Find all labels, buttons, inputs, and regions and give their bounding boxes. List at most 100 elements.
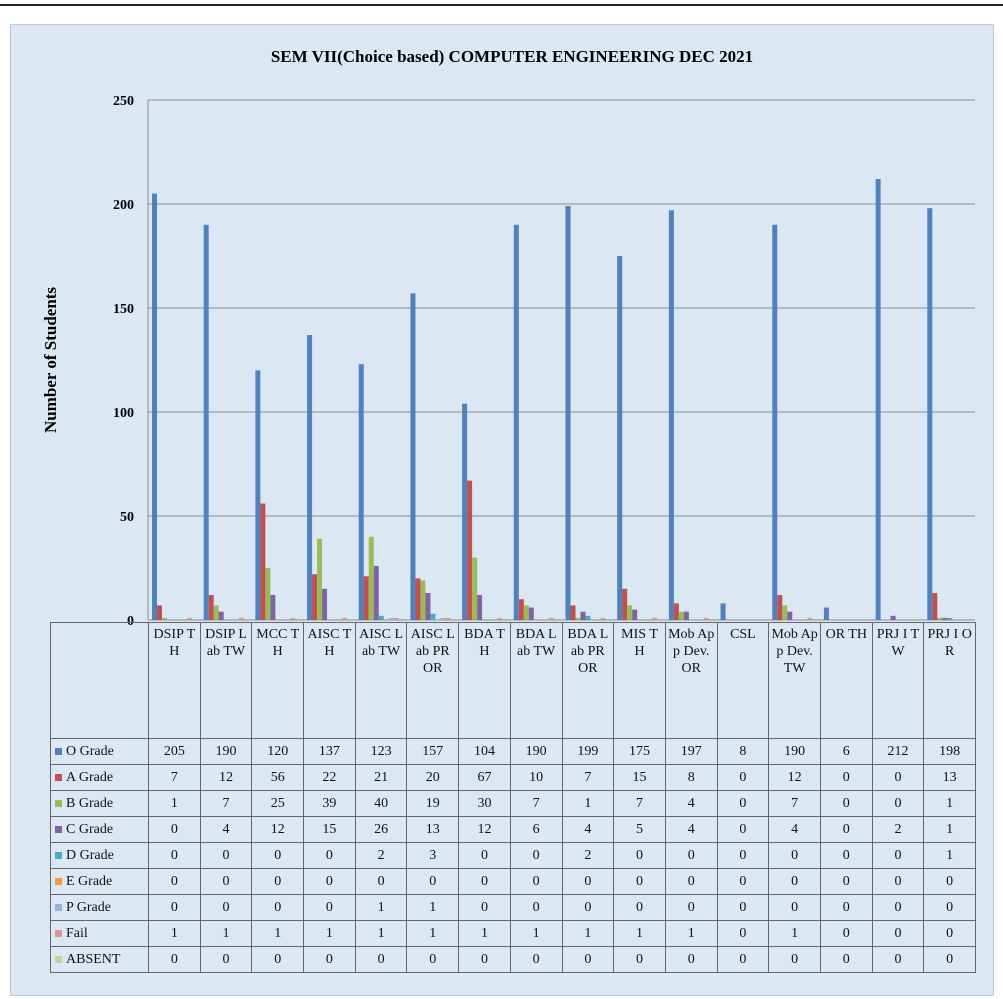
bar xyxy=(462,403,468,620)
table-cell: 0 xyxy=(819,868,873,895)
bar xyxy=(683,611,689,620)
table-cell: 12 xyxy=(768,764,821,791)
bar xyxy=(668,210,674,621)
bar xyxy=(270,595,276,620)
table-cell: 6 xyxy=(819,738,873,765)
x-tick-label: MCC TH xyxy=(251,622,305,739)
table-cell: 3 xyxy=(406,842,460,869)
legend-label: P Grade xyxy=(66,899,111,915)
bar xyxy=(162,617,167,620)
table-cell: 1 xyxy=(561,790,615,817)
bar xyxy=(307,335,313,620)
table-cell: 0 xyxy=(923,894,976,921)
table-cell: 0 xyxy=(199,842,253,869)
bar xyxy=(580,611,586,620)
table-cell: 0 xyxy=(613,946,666,973)
x-tick-label: Mob App Dev. OR xyxy=(664,622,718,739)
table-cell: 0 xyxy=(148,816,201,843)
legend-cell: ABSENT xyxy=(50,946,149,973)
table-cell: 175 xyxy=(613,738,666,765)
table-cell: 198 xyxy=(923,738,976,765)
bar xyxy=(425,592,431,620)
table-cell: 1 xyxy=(199,920,253,947)
table-cell: 21 xyxy=(354,764,408,791)
bar xyxy=(932,592,938,620)
bar xyxy=(528,607,534,620)
table-cell: 0 xyxy=(871,894,925,921)
bar xyxy=(782,605,788,620)
bar xyxy=(927,208,933,620)
table-cell: 0 xyxy=(819,816,873,843)
table-cell: 212 xyxy=(871,738,925,765)
bar xyxy=(317,538,323,620)
table-cell: 0 xyxy=(613,894,666,921)
bar xyxy=(777,595,783,620)
bar xyxy=(472,557,478,620)
table-cell: 0 xyxy=(819,920,873,947)
bar xyxy=(523,605,529,620)
table-cell: 0 xyxy=(923,946,976,973)
table-cell: 0 xyxy=(716,920,770,947)
table-cell: 1 xyxy=(354,920,408,947)
table-row: ABSENT 0 0 0 0 0 0 0 0 0 0 0 0 0 0 0 0 xyxy=(50,946,976,973)
bar xyxy=(363,576,369,620)
table-cell: 0 xyxy=(768,946,821,973)
bar xyxy=(617,256,623,620)
table-cell: 25 xyxy=(251,790,305,817)
bar xyxy=(410,293,416,620)
legend-swatch xyxy=(55,877,62,885)
bar xyxy=(358,364,364,620)
legend-swatch xyxy=(55,825,62,833)
bar xyxy=(440,617,446,620)
table-cell: 0 xyxy=(251,946,305,973)
bar xyxy=(312,574,318,620)
table-cell: 7 xyxy=(613,790,666,817)
table-cell: 7 xyxy=(561,764,615,791)
table-cell: 123 xyxy=(354,738,408,765)
table-cell: 190 xyxy=(509,738,563,765)
x-tick-label: DSIP Lab TW xyxy=(199,622,253,739)
bar xyxy=(565,206,571,620)
table-cell: 1 xyxy=(509,920,563,947)
y-tick-label: 0 xyxy=(127,614,134,629)
bar xyxy=(570,605,576,620)
table-cell: 0 xyxy=(871,790,925,817)
bar xyxy=(368,536,374,620)
table-cell: 10 xyxy=(509,764,563,791)
table-cell: 0 xyxy=(819,894,873,921)
bar xyxy=(445,617,451,620)
table-cell: 7 xyxy=(768,790,821,817)
table-cell: 0 xyxy=(768,842,821,869)
legend-cell: C Grade xyxy=(50,816,149,843)
bar xyxy=(260,503,266,620)
x-tick-label: Mob App Dev. TW xyxy=(768,622,821,739)
y-tick-label: 100 xyxy=(113,406,134,421)
legend-label: O Grade xyxy=(66,743,114,759)
bar xyxy=(152,193,157,620)
table-cell: 0 xyxy=(354,946,408,973)
bar xyxy=(937,617,943,620)
bar xyxy=(548,617,554,620)
table-cell: 0 xyxy=(613,868,666,895)
table-cell: 4 xyxy=(664,816,718,843)
table-cell: 2 xyxy=(354,842,408,869)
table-cell: 190 xyxy=(199,738,253,765)
table-cell: 0 xyxy=(716,868,770,895)
legend-cell: O Grade xyxy=(50,738,149,765)
table-cell: 0 xyxy=(716,816,770,843)
legend-swatch xyxy=(55,851,62,859)
bar xyxy=(218,611,224,620)
table-cell: 8 xyxy=(716,738,770,765)
table-cell: 20 xyxy=(406,764,460,791)
bar xyxy=(238,617,244,620)
table-row: Fail 1 1 1 1 1 1 1 1 1 1 1 0 1 0 0 0 xyxy=(50,920,976,947)
table-cell: 197 xyxy=(664,738,718,765)
bar xyxy=(787,611,793,620)
bar xyxy=(393,617,399,620)
bar xyxy=(157,605,162,620)
data-table: DSIP TH DSIP Lab TW MCC TH AISC TH AISC Lab … xyxy=(50,622,976,973)
table-cell: 0 xyxy=(819,946,873,973)
legend-cell: B Grade xyxy=(50,790,149,817)
table-cell: 0 xyxy=(251,842,305,869)
